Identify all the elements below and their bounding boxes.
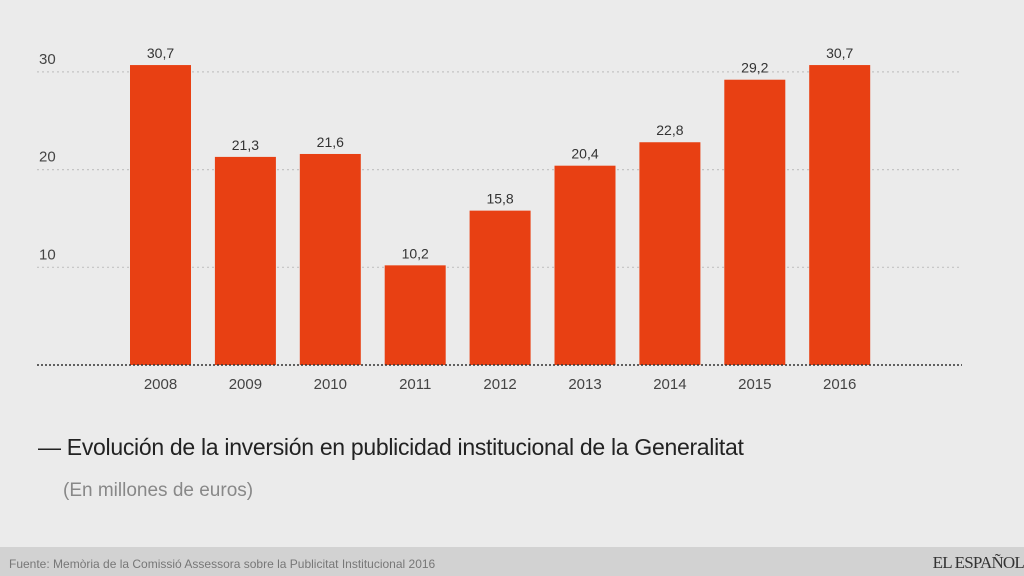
bar-value-label: 30,7 [826, 45, 853, 61]
bar-value-label: 29,2 [741, 60, 768, 76]
bar-value-label: 15,8 [486, 191, 513, 207]
x-tick-label: 2013 [568, 376, 601, 393]
bar-value-label: 30,7 [147, 45, 174, 61]
x-tick-label: 2016 [823, 376, 856, 393]
publisher-logo: EL ESPAÑOL [932, 553, 1024, 572]
footer-bar: Fuente: Memòria de la Comissió Assessora… [0, 547, 1024, 576]
source-note: Fuente: Memòria de la Comissió Assessora… [9, 557, 436, 571]
bar [724, 79, 786, 365]
x-tick-label: 2014 [653, 376, 686, 393]
bar [384, 265, 446, 365]
x-tick-label: 2011 [399, 376, 431, 393]
bar [554, 165, 616, 365]
chart-title: — Evolución de la inversión en publicida… [38, 434, 744, 461]
y-tick-label: 10 [39, 246, 56, 263]
x-tick-label: 2015 [738, 376, 771, 393]
bar-chart: 10 20 30 30,7 2008 21,3 2009 21,6 2010 10,2 2011 15… [37, 45, 962, 393]
bar-value-label: 21,6 [317, 134, 344, 150]
chart-subtitle: (En millones de euros) [63, 480, 254, 501]
bar [809, 65, 871, 365]
bar-value-label: 21,3 [232, 137, 259, 153]
x-tick-label: 2012 [483, 376, 516, 393]
bar [214, 156, 276, 365]
title-text: Evolución de la inversión en publicidad … [66, 434, 744, 460]
bar [130, 65, 191, 365]
bar-value-label: 20,4 [571, 146, 598, 162]
x-tick-label: 2010 [314, 376, 347, 393]
title-dash: — [38, 434, 61, 460]
y-tick-label: 20 [39, 149, 56, 166]
bar-value-label: 22,8 [656, 122, 683, 138]
y-tick-label: 30 [39, 51, 56, 68]
bar [299, 153, 361, 365]
bar-value-label: 10,2 [402, 245, 429, 261]
x-tick-label: 2009 [229, 376, 262, 393]
bar [639, 142, 701, 365]
x-tick-label: 2008 [144, 376, 177, 393]
bar [469, 210, 531, 365]
